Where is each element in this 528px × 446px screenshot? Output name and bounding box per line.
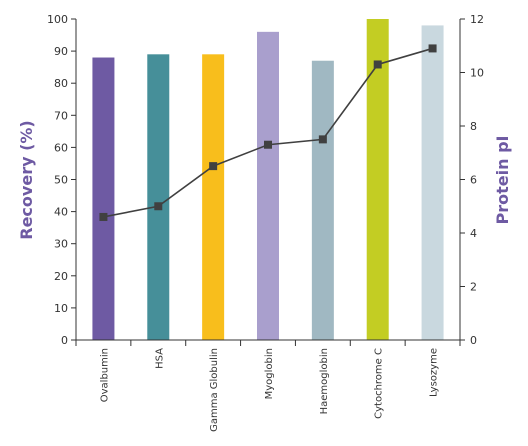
left-tick-label-4: 40 [54, 206, 68, 219]
bar-6 [421, 25, 444, 340]
x-tick-label-0: Ovalbumin [99, 348, 110, 402]
left-tick-label-8: 80 [54, 77, 68, 90]
left-tick-label-10: 100 [47, 13, 68, 26]
pi-marker-6 [428, 44, 437, 53]
x-tick-label-3: Myoglobin [264, 348, 275, 399]
left-tick-label-3: 30 [54, 238, 68, 251]
right-tick-label-1: 2 [470, 281, 477, 294]
left-tick-label-5: 50 [54, 174, 68, 187]
left-tick-label-0: 0 [61, 334, 68, 347]
bar-0 [92, 57, 115, 341]
bar-1 [147, 54, 170, 341]
x-axis: Ovalbumin HSA Gamma Globulin Myoglobin Haemo… [75, 339, 461, 432]
right-tick-label-6: 12 [470, 13, 484, 26]
pi-marker-0 [99, 212, 108, 221]
bar-4 [311, 60, 334, 340]
pi-marker-2 [209, 162, 218, 171]
left-tick-label-6: 60 [54, 141, 68, 154]
left-tick-label-1: 10 [54, 302, 68, 315]
pi-marker-4 [318, 135, 327, 144]
pi-marker-1 [154, 202, 163, 211]
x-tick-label-1: HSA [154, 348, 165, 369]
left-tick-label-7: 70 [54, 109, 68, 122]
right-tick-label-4: 8 [470, 120, 477, 133]
x-tick-label-5: Cytochrome C [374, 348, 385, 419]
bar-2 [202, 54, 225, 341]
y-axis-title-right: Protein pI [493, 136, 512, 225]
bar-5 [366, 19, 389, 340]
x-tick-label-6: Lysozyme [429, 348, 440, 397]
right-tick-label-2: 4 [470, 227, 477, 240]
right-axis: 0 2 4 6 8 10 12 [459, 13, 484, 347]
left-tick-label-9: 90 [54, 45, 68, 58]
right-tick-label-0: 0 [470, 334, 477, 347]
left-axis: 0 10 20 30 40 50 60 70 80 90 100 [47, 13, 77, 347]
line-series [99, 44, 437, 221]
pi-marker-3 [264, 140, 272, 149]
x-tick-label-4: Haemoglobin [319, 348, 330, 414]
right-tick-label-5: 10 [470, 67, 484, 80]
left-tick-label-2: 20 [54, 270, 68, 283]
y-axis-title-left: Recovery (%) [17, 120, 36, 239]
bar-series [92, 19, 444, 341]
right-tick-label-3: 6 [470, 174, 477, 187]
x-tick-label-2: Gamma Globulin [209, 348, 220, 432]
bar-3 [257, 31, 279, 341]
pi-marker-5 [373, 60, 382, 69]
